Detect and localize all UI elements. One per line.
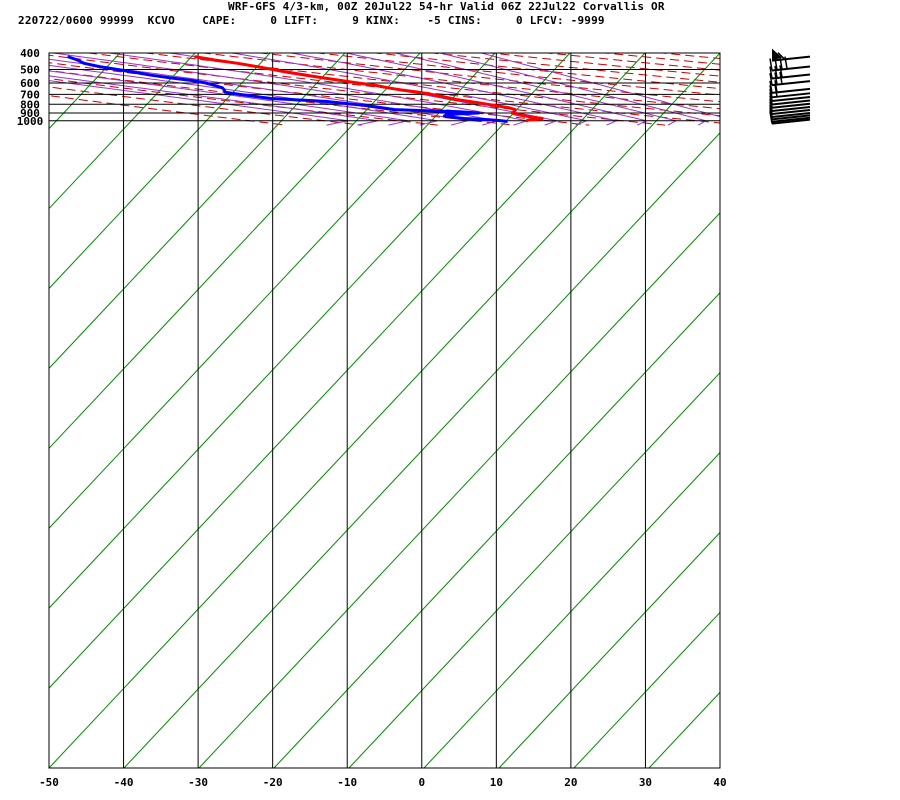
barb-staff bbox=[771, 114, 811, 121]
mixing-ratio-line bbox=[49, 53, 271, 290]
x-tick-label: 30 bbox=[639, 776, 652, 789]
moist-adiabat bbox=[49, 80, 348, 126]
x-tick-label: 40 bbox=[713, 776, 726, 789]
barb-staff bbox=[771, 111, 811, 118]
mixing-ratio-line bbox=[49, 53, 421, 450]
barb-feather bbox=[774, 72, 778, 85]
mixing-ratio-line bbox=[123, 132, 720, 768]
dry-adiabat bbox=[49, 70, 514, 126]
dewpoint-profile bbox=[67, 55, 508, 123]
dry-adiabat bbox=[49, 86, 362, 126]
y-tick-label: 1000 bbox=[17, 115, 44, 128]
dry-adiabat bbox=[371, 53, 720, 90]
barb-staff bbox=[771, 99, 811, 106]
sounding-indices: 220722/0600 99999 KCVO CAPE: 0 LIFT: 9 K… bbox=[18, 14, 605, 27]
barb-feather bbox=[779, 65, 783, 78]
mixing-ratio-line bbox=[49, 53, 346, 370]
barb-staff bbox=[771, 116, 811, 123]
mixing-ratio-line bbox=[724, 53, 900, 768]
y-tick-label: 500 bbox=[20, 63, 40, 76]
y-tick-label: 400 bbox=[20, 47, 40, 60]
moist-adiabat bbox=[49, 75, 378, 126]
wind-barb bbox=[769, 71, 811, 87]
mixing-ratio-line bbox=[49, 53, 121, 130]
x-tick-label: -50 bbox=[39, 776, 59, 789]
barb-staff bbox=[771, 55, 811, 62]
x-tick-label: 10 bbox=[490, 776, 503, 789]
barb-staff bbox=[771, 118, 811, 125]
barb-feather bbox=[774, 57, 778, 71]
barb-feather bbox=[774, 84, 778, 97]
y-tick-label: 800 bbox=[20, 98, 40, 111]
wind-barb bbox=[769, 65, 811, 80]
mixing-ratio-line bbox=[49, 53, 720, 768]
barb-staff bbox=[771, 73, 811, 80]
barb-staff bbox=[771, 87, 811, 94]
barb-staff bbox=[771, 95, 811, 102]
wind-barb bbox=[769, 56, 811, 72]
barb-feather bbox=[769, 111, 773, 124]
y-tick-label: 700 bbox=[20, 88, 40, 101]
wind-barb bbox=[771, 48, 811, 62]
barb-feather bbox=[777, 52, 785, 60]
chart-title: WRF-GFS 4/3-km, 00Z 20Jul22 54-hr Valid … bbox=[228, 0, 665, 13]
barb-feather bbox=[779, 71, 783, 85]
x-tick-label: -40 bbox=[114, 776, 134, 789]
wind-barbs bbox=[769, 48, 811, 125]
adiabat-lines bbox=[49, 53, 900, 768]
x-tick-label: 0 bbox=[418, 776, 425, 789]
barb-feather bbox=[769, 72, 773, 86]
y-tick-label: 600 bbox=[20, 77, 40, 90]
barb-feather bbox=[774, 65, 778, 79]
x-tick-label: 20 bbox=[564, 776, 577, 789]
sounding-profiles bbox=[67, 55, 544, 123]
moist-adiabat bbox=[49, 70, 408, 126]
dry-adiabat bbox=[49, 62, 590, 126]
temperature-profile bbox=[194, 55, 544, 123]
mixing-ratio-line bbox=[423, 451, 720, 768]
mixing-ratio-line bbox=[273, 292, 720, 768]
mixing-ratio-line bbox=[573, 611, 720, 768]
barb-feather bbox=[779, 57, 783, 70]
mixing-ratio-line bbox=[49, 53, 646, 689]
x-tick-label: -10 bbox=[337, 776, 357, 789]
barb-feather bbox=[769, 58, 773, 71]
mixing-ratio-line bbox=[799, 53, 900, 768]
mixing-ratio-line bbox=[49, 53, 496, 529]
mixing-ratio-line bbox=[498, 531, 720, 768]
x-tick-label: -20 bbox=[263, 776, 283, 789]
plot-border bbox=[48, 52, 721, 769]
barb-feather bbox=[784, 56, 788, 69]
mixing-ratio-line bbox=[348, 371, 720, 768]
barb-staff bbox=[771, 102, 811, 109]
plot-frame bbox=[48, 52, 721, 769]
y-tick-label: 900 bbox=[20, 107, 40, 120]
barb-staff bbox=[771, 92, 811, 99]
dry-adiabat bbox=[84, 53, 720, 124]
dry-adiabat bbox=[49, 95, 287, 126]
mixing-ratio-line bbox=[648, 691, 720, 768]
wind-barb bbox=[769, 111, 811, 125]
dry-adiabat bbox=[49, 78, 438, 126]
mixing-ratio-line bbox=[49, 53, 196, 210]
tick-labels: -50 -40 -30 -20 -10 0 10 20 30 40 400 5006007008009… bbox=[17, 47, 727, 789]
barb-feather bbox=[769, 66, 773, 79]
barb-staff bbox=[771, 80, 811, 87]
barb-staff bbox=[771, 65, 811, 72]
mixing-ratio-line bbox=[49, 53, 571, 609]
dry-adiabat bbox=[199, 53, 720, 110]
x-tick-label: -30 bbox=[188, 776, 208, 789]
barb-staff bbox=[771, 109, 811, 116]
barb-staff bbox=[771, 105, 811, 112]
mixing-ratio-line bbox=[198, 212, 720, 768]
